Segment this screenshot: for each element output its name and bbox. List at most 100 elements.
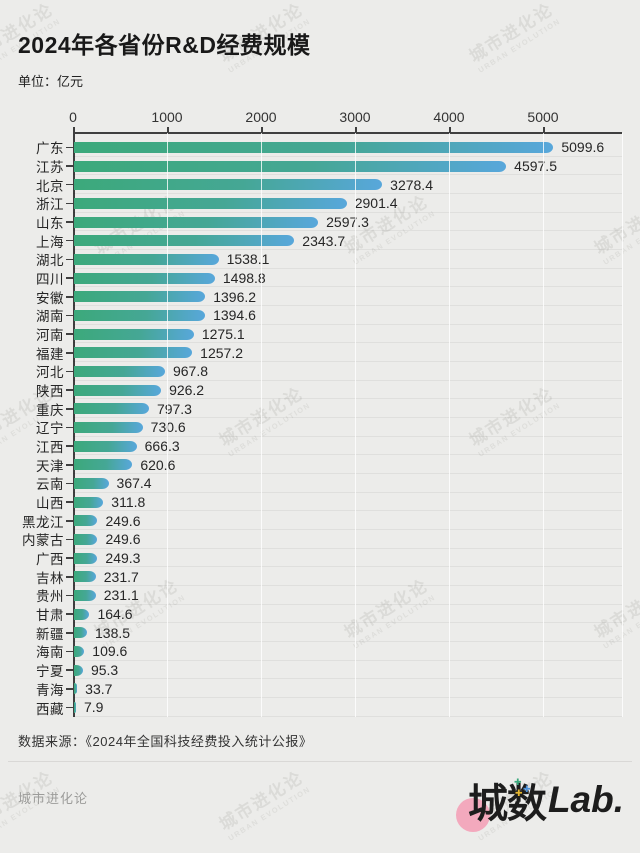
bar bbox=[74, 533, 98, 545]
province-label: 上海 bbox=[36, 234, 64, 250]
province-label: 辽宁 bbox=[36, 421, 64, 437]
bar-row: 内蒙古 249.6 bbox=[0, 530, 640, 549]
row-separator bbox=[73, 641, 622, 643]
y-tick-mark bbox=[66, 632, 73, 634]
row-separator bbox=[73, 267, 622, 269]
x-tick-mark bbox=[261, 127, 263, 133]
bar-value: 730.6 bbox=[150, 419, 186, 436]
row-separator bbox=[73, 174, 622, 176]
y-tick-mark bbox=[66, 650, 73, 653]
y-tick-mark bbox=[66, 202, 73, 205]
province-label: 黑龙江 bbox=[22, 514, 64, 530]
bar-row: 甘肃 164.6 bbox=[0, 605, 640, 624]
bar-value: 1538.1 bbox=[226, 251, 270, 268]
row-separator bbox=[73, 230, 622, 232]
logo-plus-yellow-icon: ✚ bbox=[514, 788, 523, 798]
bar-value: 1275.1 bbox=[201, 326, 245, 343]
row-separator bbox=[73, 193, 622, 195]
y-tick-mark bbox=[66, 333, 73, 335]
province-label: 广东 bbox=[36, 141, 64, 157]
vertical-gridline bbox=[355, 133, 356, 717]
x-tick-mark bbox=[449, 127, 451, 133]
bar bbox=[74, 365, 165, 377]
row-separator bbox=[73, 529, 622, 531]
province-label: 北京 bbox=[36, 178, 64, 194]
y-tick-mark bbox=[66, 258, 73, 261]
province-label: 山西 bbox=[36, 496, 64, 512]
y-tick-mark bbox=[66, 613, 73, 615]
bar-value: 138.5 bbox=[95, 624, 131, 641]
page-title: 2024年各省份R&D经费规模 bbox=[18, 32, 311, 58]
bar-value: 7.9 bbox=[84, 699, 104, 716]
bar-value: 95.3 bbox=[90, 662, 119, 679]
province-label: 西藏 bbox=[36, 701, 64, 717]
bar bbox=[74, 645, 85, 657]
bar-row: 山东 2597.3 bbox=[0, 213, 640, 232]
y-tick-mark bbox=[66, 277, 73, 279]
row-separator bbox=[73, 547, 622, 549]
bar-row: 重庆 797.3 bbox=[0, 399, 640, 419]
province-label: 贵州 bbox=[36, 589, 64, 605]
bar bbox=[74, 589, 96, 601]
bar-row: 福建 1257.2 bbox=[0, 343, 640, 363]
vertical-gridline bbox=[449, 133, 450, 717]
bar-row: 宁夏 95.3 bbox=[0, 661, 640, 680]
bar-row: 四川 1498.8 bbox=[0, 269, 640, 288]
province-label: 广西 bbox=[36, 552, 64, 568]
vertical-gridline bbox=[261, 133, 262, 717]
y-tick-mark bbox=[66, 538, 73, 541]
bar-row: 新疆 138.5 bbox=[0, 623, 640, 643]
bar-row: 辽宁 730.6 bbox=[0, 418, 640, 437]
row-separator bbox=[73, 435, 622, 437]
row-separator bbox=[73, 155, 622, 157]
bar-value: 33.7 bbox=[85, 680, 113, 697]
bar bbox=[74, 253, 219, 265]
y-tick-mark bbox=[66, 165, 73, 167]
province-label: 河北 bbox=[36, 365, 64, 381]
bar-value: 620.6 bbox=[140, 456, 176, 473]
province-label: 四川 bbox=[36, 272, 64, 288]
header: 2024年各省份R&D经费规模 bbox=[18, 26, 311, 60]
province-label: 海南 bbox=[36, 645, 64, 661]
province-label: 新疆 bbox=[36, 626, 64, 642]
bar-value: 109.6 bbox=[92, 643, 128, 660]
bar bbox=[74, 160, 507, 172]
y-tick-mark bbox=[66, 445, 73, 447]
bar-row: 湖南 1394.6 bbox=[0, 306, 640, 325]
province-label: 山东 bbox=[36, 216, 64, 232]
x-tick-mark bbox=[355, 127, 357, 133]
bar-row: 河北 967.8 bbox=[0, 362, 640, 381]
bar-value: 249.3 bbox=[105, 550, 141, 567]
bar bbox=[74, 496, 104, 508]
bar-row: 贵州 231.1 bbox=[0, 586, 640, 605]
bar-value: 2901.4 bbox=[354, 195, 398, 212]
y-tick-mark bbox=[66, 688, 73, 690]
bar-value: 926.2 bbox=[169, 382, 205, 399]
source-text: 数据来源：《2024年全国科技经费投入统计公报》 bbox=[18, 734, 313, 749]
vertical-gridline bbox=[621, 133, 623, 717]
y-tick-mark bbox=[66, 146, 73, 149]
bar bbox=[74, 235, 295, 247]
bar-value: 3278.4 bbox=[390, 176, 433, 193]
bar-value: 4597.5 bbox=[514, 158, 557, 174]
y-tick-mark bbox=[66, 557, 73, 559]
row-separator bbox=[73, 566, 622, 568]
bar bbox=[74, 701, 76, 713]
x-tick-mark bbox=[543, 127, 545, 133]
bar bbox=[74, 608, 90, 620]
x-tick-label: 5000 bbox=[527, 109, 559, 125]
bar-row: 海南 109.6 bbox=[0, 642, 640, 661]
y-tick-mark bbox=[66, 239, 73, 242]
bar-value: 2343.7 bbox=[302, 232, 346, 249]
province-label: 河南 bbox=[36, 328, 64, 344]
row-separator bbox=[73, 678, 622, 680]
province-label: 重庆 bbox=[36, 402, 64, 418]
logo-en-text: Lab. bbox=[547, 779, 624, 820]
footer-divider bbox=[8, 761, 632, 762]
bar bbox=[74, 477, 109, 489]
province-label: 甘肃 bbox=[36, 608, 64, 624]
vertical-gridline bbox=[543, 133, 544, 717]
logo-pink-circle-icon bbox=[455, 798, 490, 832]
y-tick-mark bbox=[66, 501, 73, 503]
province-label: 湖南 bbox=[36, 309, 64, 325]
